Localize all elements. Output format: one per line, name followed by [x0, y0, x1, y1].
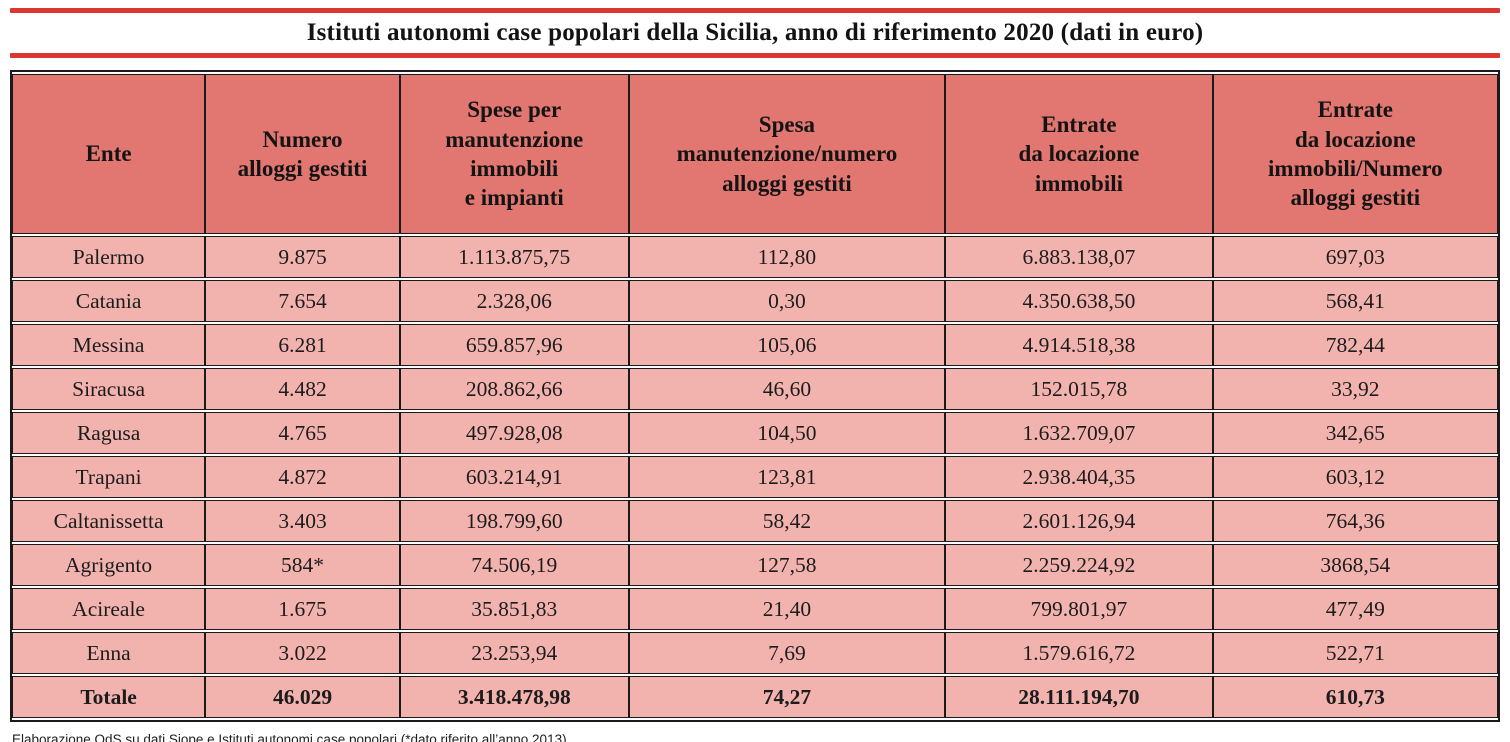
value-cell: 4.482	[205, 368, 400, 410]
value-cell: 0,30	[628, 280, 946, 322]
col-header-spesa-per-alloggio: Spesa manutenzione/numero alloggi gestit…	[628, 74, 946, 234]
value-cell: 2.938.404,35	[945, 456, 1213, 498]
ente-cell: Trapani	[12, 456, 206, 498]
table-row: Trapani 4.872 603.214,91 123,81 2.938.404,35…	[12, 456, 1498, 498]
ente-cell: Agrigento	[12, 544, 206, 586]
ente-cell: Caltanissetta	[12, 500, 206, 542]
table-header: Ente Numero alloggi gestiti Spese per ma…	[12, 74, 1498, 234]
page-title: Istituti autonomi case popolari della Si…	[306, 19, 1204, 46]
value-cell: 342,65	[1212, 412, 1498, 454]
ente-cell: Messina	[12, 324, 206, 366]
value-cell: 152.015,78	[945, 368, 1213, 410]
value-cell: 2.601.126,94	[945, 500, 1213, 542]
title-bottom-rule	[10, 53, 1500, 58]
value-cell: 208.862,66	[399, 368, 629, 410]
header-row: Ente Numero alloggi gestiti Spese per ma…	[12, 74, 1498, 234]
value-cell: 477,49	[1212, 588, 1498, 630]
value-cell: 584*	[205, 544, 400, 586]
value-cell: 3.403	[205, 500, 400, 542]
col-header-ente: Ente	[12, 74, 206, 234]
table-row: Caltanissetta 3.403 198.799,60 58,42 2.601.1…	[12, 500, 1498, 542]
value-cell: 127,58	[628, 544, 946, 586]
value-cell: 7,69	[628, 632, 946, 674]
value-cell: 4.872	[205, 456, 400, 498]
value-cell: 610,73	[1212, 676, 1498, 718]
value-cell: 23.253,94	[399, 632, 629, 674]
value-cell: 33,92	[1212, 368, 1498, 410]
col-header-numero-alloggi: Numero alloggi gestiti	[205, 74, 400, 234]
value-cell: 9.875	[205, 236, 400, 278]
table-row: Enna 3.022 23.253,94 7,69 1.579.616,72 522,71	[12, 632, 1498, 674]
value-cell: 112,80	[628, 236, 946, 278]
value-cell: 568,41	[1212, 280, 1498, 322]
value-cell: 21,40	[628, 588, 946, 630]
value-cell: 764,36	[1212, 500, 1498, 542]
value-cell: 28.111.194,70	[945, 676, 1213, 718]
ente-cell: Acireale	[12, 588, 206, 630]
col-header-spese-manutenzione: Spese per manutenzione immobili e impian…	[399, 74, 629, 234]
value-cell: 497.928,08	[399, 412, 629, 454]
value-cell: 6.883.138,07	[945, 236, 1213, 278]
value-cell: 4.765	[205, 412, 400, 454]
value-cell: 2.259.224,92	[945, 544, 1213, 586]
table-row: Ragusa 4.765 497.928,08 104,50 1.632.709,07 3…	[12, 412, 1498, 454]
value-cell: 3.022	[205, 632, 400, 674]
col-header-entrate-locazione: Entrate da locazione immobili	[945, 74, 1213, 234]
value-cell: 782,44	[1212, 324, 1498, 366]
value-cell: 1.113.875,75	[399, 236, 629, 278]
value-cell: 3.418.478,98	[399, 676, 629, 718]
ente-cell: Totale	[12, 676, 206, 718]
title-top-rule	[10, 8, 1500, 13]
value-cell: 46.029	[205, 676, 400, 718]
value-cell: 74,27	[628, 676, 946, 718]
value-cell: 105,06	[628, 324, 946, 366]
value-cell: 198.799,60	[399, 500, 629, 542]
value-cell: 46,60	[628, 368, 946, 410]
value-cell: 74.506,19	[399, 544, 629, 586]
value-cell: 522,71	[1212, 632, 1498, 674]
value-cell: 1.579.616,72	[945, 632, 1213, 674]
table-row: Messina 6.281 659.857,96 105,06 4.914.518,38…	[12, 324, 1498, 366]
value-cell: 104,50	[628, 412, 946, 454]
value-cell: 2.328,06	[399, 280, 629, 322]
data-table: Ente Numero alloggi gestiti Spese per ma…	[10, 70, 1500, 722]
value-cell: 6.281	[205, 324, 400, 366]
value-cell: 603.214,91	[399, 456, 629, 498]
ente-cell: Siracusa	[12, 368, 206, 410]
value-cell: 4.350.638,50	[945, 280, 1213, 322]
value-cell: 603,12	[1212, 456, 1498, 498]
value-cell: 7.654	[205, 280, 400, 322]
value-cell: 123,81	[628, 456, 946, 498]
ente-cell: Enna	[12, 632, 206, 674]
table-row: Catania 7.654 2.328,06 0,30 4.350.638,50 568,…	[12, 280, 1498, 322]
col-header-entrate-per-alloggio: Entrate da locazione immobili/Numero all…	[1212, 74, 1498, 234]
value-cell: 35.851,83	[399, 588, 629, 630]
ente-cell: Ragusa	[12, 412, 206, 454]
table-body: Palermo 9.875 1.113.875,75 112,80 6.883.138,…	[12, 236, 1498, 718]
value-cell: 58,42	[628, 500, 946, 542]
value-cell: 659.857,96	[399, 324, 629, 366]
value-cell: 3868,54	[1212, 544, 1498, 586]
value-cell: 799.801,97	[945, 588, 1213, 630]
table-row: Palermo 9.875 1.113.875,75 112,80 6.883.138,…	[12, 236, 1498, 278]
value-cell: 697,03	[1212, 236, 1498, 278]
value-cell: 1.675	[205, 588, 400, 630]
ente-cell: Catania	[12, 280, 206, 322]
value-cell: 4.914.518,38	[945, 324, 1213, 366]
table-row: Siracusa 4.482 208.862,66 46,60 152.015,78 33…	[12, 368, 1498, 410]
ente-cell: Palermo	[12, 236, 206, 278]
table-row: Acireale 1.675 35.851,83 21,40 799.801,97 477…	[12, 588, 1498, 630]
value-cell: 1.632.709,07	[945, 412, 1213, 454]
table-row-total: Totale 46.029 3.418.478,98 74,27 28.111.194,…	[12, 676, 1498, 718]
source-footnote: Elaborazione QdS su dati Siope e Istitut…	[12, 732, 567, 742]
table-row: Agrigento 584* 74.506,19 127,58 2.259.224,92…	[12, 544, 1498, 586]
